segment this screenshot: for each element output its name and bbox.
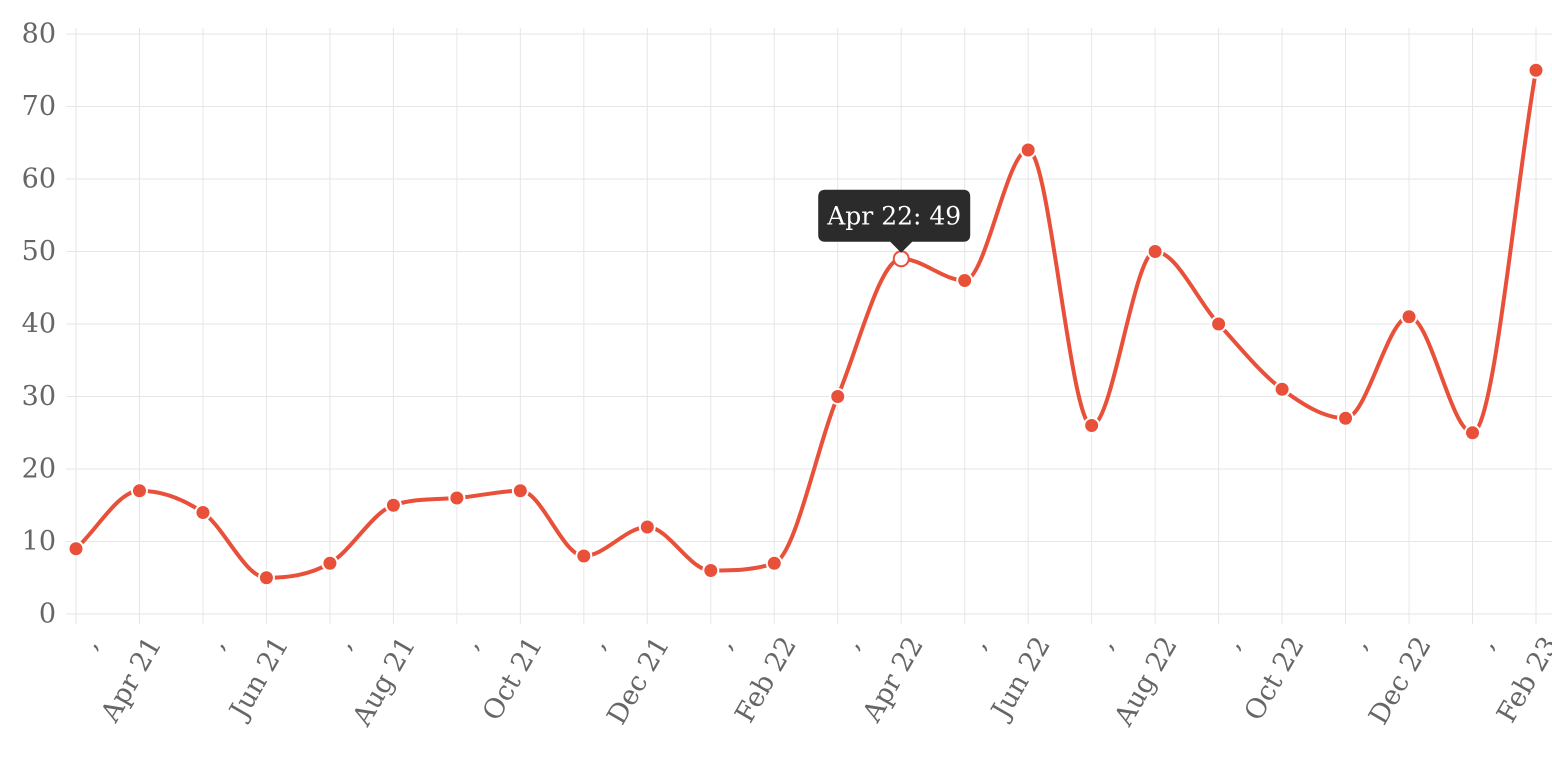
x-tick-label: Oct 21 [477,632,549,726]
data-point[interactable] [638,518,656,536]
data-point[interactable] [257,569,275,587]
x-tick-label: Feb 22 [729,632,803,728]
grid [66,28,1552,624]
y-tick-label: 60 [22,164,56,195]
y-tick-label: 40 [22,309,56,340]
y-tick-label: 30 [22,381,56,412]
x-tick-label: , [708,632,739,655]
data-point[interactable] [1527,61,1545,79]
x-tick-label: Apr 22 [856,632,930,729]
y-tick-label: 20 [22,454,56,485]
x-tick-label: Oct 22 [1238,632,1310,726]
x-tick-label: , [201,632,232,655]
x-axis: ,Apr 21 ,Jun 21 ,Aug 21 ,Oct 21 ,Dec 21 ,Feb … [74,632,1552,732]
tooltip-text: Apr 22: 49 [826,201,961,230]
data-point[interactable] [1083,417,1101,434]
y-tick-label: 70 [22,91,56,122]
x-tick-label: , [454,632,485,655]
x-tick-label: , [327,632,358,655]
y-axis: 0 10 20 30 40 50 60 70 80 [22,19,56,630]
data-point[interactable] [511,482,529,500]
data-point[interactable] [702,562,720,579]
x-tick-label: , [1343,632,1374,655]
data-point[interactable] [194,504,212,521]
x-tick-label: , [1216,632,1247,655]
x-tick-label: Dec 21 [601,632,676,730]
data-point[interactable] [575,547,593,565]
x-tick-label: , [835,632,866,655]
tooltip-background [818,189,971,253]
y-tick-label: 0 [39,599,56,630]
x-tick-label: , [1089,632,1120,655]
x-tick-label: Jun 22 [984,632,1057,727]
data-point[interactable] [130,482,148,500]
data-point[interactable] [765,554,783,572]
data-point[interactable] [1019,141,1037,159]
data-point[interactable] [1337,409,1355,427]
data-point[interactable] [956,272,974,289]
y-tick-label: 10 [22,526,56,557]
y-tick-label: 80 [22,19,56,50]
data-point[interactable] [448,489,466,507]
data-point[interactable] [67,540,85,558]
data-point[interactable] [829,388,847,405]
x-tick-label: , [74,632,105,655]
x-tick-label: Jun 21 [223,632,296,727]
data-point-active[interactable] [892,250,910,268]
x-tick-label: , [581,632,612,655]
y-tick-label: 50 [22,236,56,267]
data-point[interactable] [1273,380,1291,398]
data-point[interactable] [384,496,402,514]
x-tick-label: Feb 23 [1491,632,1552,728]
x-tick-label: Dec 22 [1363,632,1438,730]
data-points [67,61,1545,587]
x-tick-label: , [962,632,993,655]
data-point[interactable] [1400,308,1418,326]
data-point[interactable] [1210,315,1228,333]
x-tick-label: Apr 21 [95,632,169,729]
tooltip: Apr 22: 49 [818,189,971,253]
data-point[interactable] [1464,424,1482,442]
x-tick-label: , [1470,632,1501,655]
data-point[interactable] [1146,243,1164,260]
data-point[interactable] [321,554,339,572]
